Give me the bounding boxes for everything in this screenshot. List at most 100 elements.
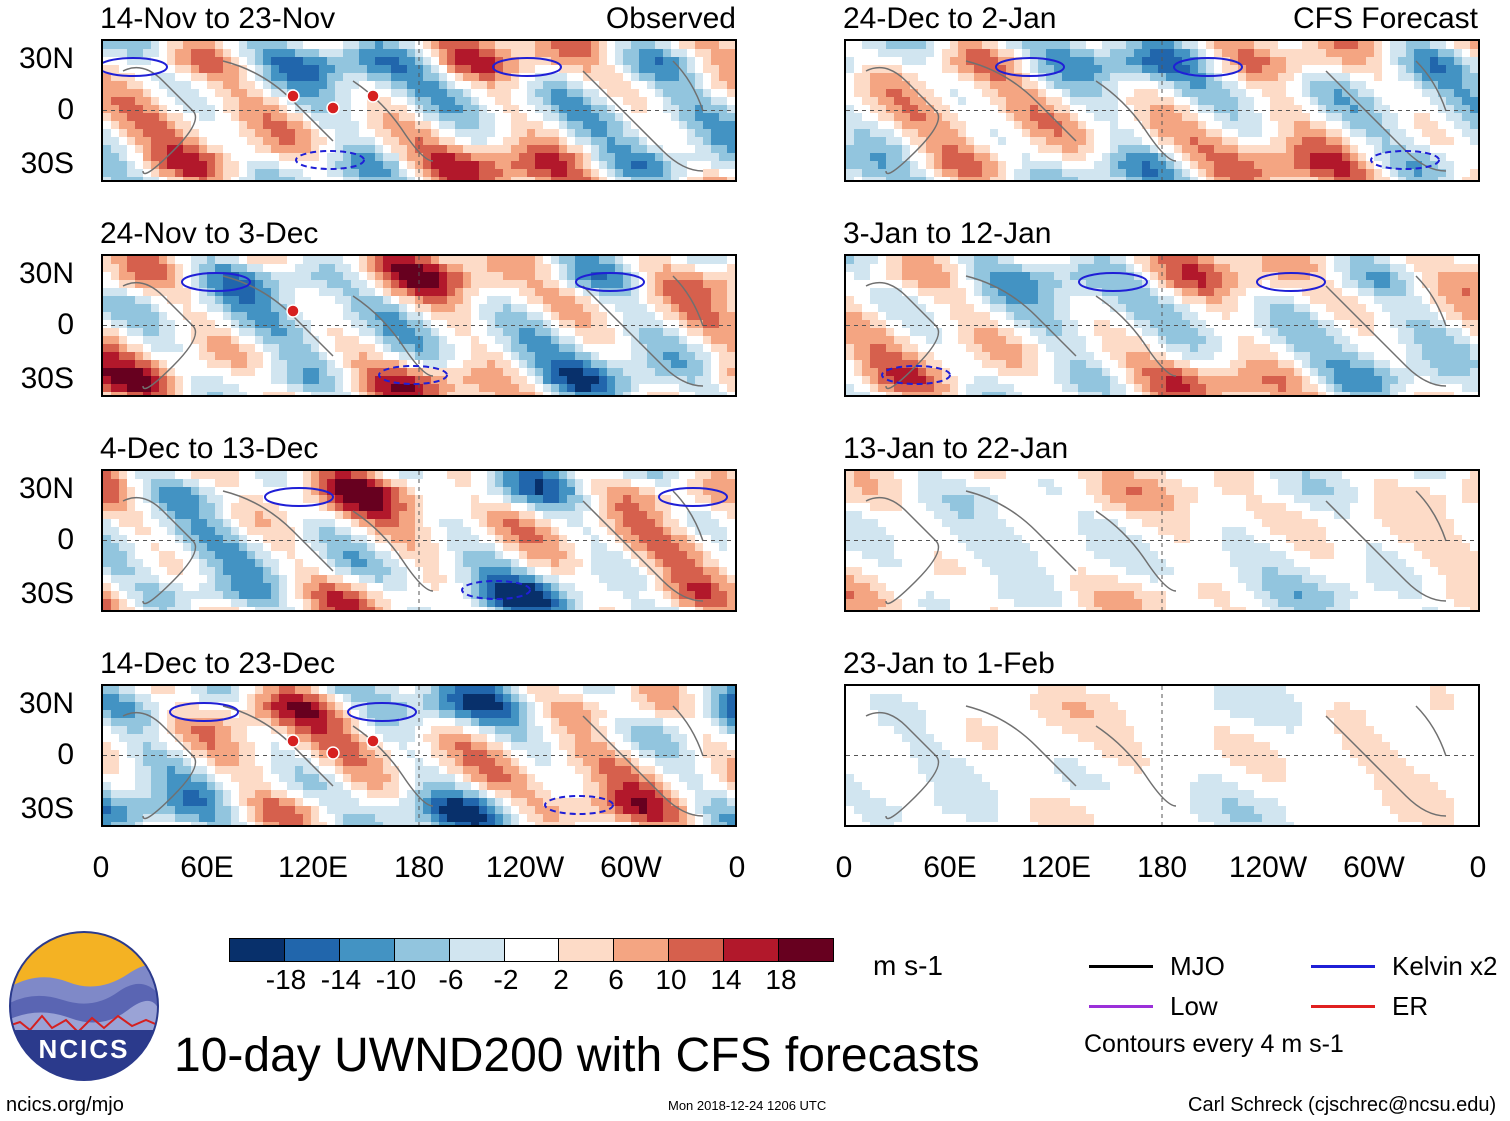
heatmap-4	[103, 686, 735, 825]
heatmap-cell	[503, 97, 511, 105]
heatmap-cell	[503, 742, 511, 750]
heatmap-cell	[503, 65, 511, 73]
heatmap-cell	[487, 89, 495, 97]
heatmap-cell	[351, 65, 359, 73]
heatmap-cell	[143, 591, 151, 599]
heatmap-cell	[399, 57, 407, 65]
heatmap-cell	[583, 567, 591, 575]
heatmap-cell	[439, 264, 447, 272]
heatmap-cell	[479, 368, 487, 376]
heatmap-cell	[463, 479, 471, 487]
heatmap-cell	[135, 177, 143, 180]
heatmap-cell	[359, 511, 367, 519]
heatmap-cell	[375, 686, 383, 694]
heatmap-cell	[527, 97, 535, 105]
heatmap-cell	[239, 607, 247, 610]
heatmap-cell	[207, 479, 215, 487]
heatmap-cell	[215, 344, 223, 352]
heatmap-cell	[383, 392, 391, 395]
heatmap-cell	[687, 694, 695, 702]
heatmap-cell	[343, 495, 351, 503]
heatmap-cell	[311, 336, 319, 344]
heatmap-cell	[511, 686, 519, 694]
heatmap-cell	[471, 527, 479, 535]
heatmap-cell	[607, 591, 615, 599]
heatmap-cell	[207, 81, 215, 89]
heatmap-cell	[247, 503, 255, 511]
heatmap-cell	[463, 583, 471, 591]
heatmap-cell	[663, 264, 671, 272]
heatmap-cell	[383, 360, 391, 368]
heatmap-cell	[423, 511, 431, 519]
heatmap-cell	[695, 551, 703, 559]
heatmap-cell	[583, 65, 591, 73]
heatmap-cell	[607, 551, 615, 559]
heatmap-cell	[175, 41, 183, 49]
heatmap-cell	[639, 479, 647, 487]
heatmap-cell	[319, 479, 327, 487]
heatmap-cell	[647, 352, 655, 360]
heatmap-cell	[495, 344, 503, 352]
heatmap-cell	[431, 392, 439, 395]
heatmap-cell	[159, 535, 167, 543]
heatmap-cell	[215, 479, 223, 487]
heatmap-cell	[631, 726, 639, 734]
heatmap-cell	[647, 97, 655, 105]
heatmap-cell	[407, 145, 415, 153]
heatmap-cell	[583, 702, 591, 710]
heatmap-cell	[303, 129, 311, 137]
heatmap-cell	[679, 575, 687, 583]
heatmap-cell	[327, 559, 335, 567]
heatmap-cell	[503, 161, 511, 169]
heatmap-cell	[311, 272, 319, 280]
heatmap-cell	[311, 519, 319, 527]
heatmap-cell	[223, 392, 231, 395]
heatmap-cell	[119, 607, 127, 610]
heatmap-cell	[367, 264, 375, 272]
heatmap-cell	[423, 312, 431, 320]
heatmap-cell	[671, 527, 679, 535]
heatmap-cell	[455, 264, 463, 272]
heatmap-cell	[455, 280, 463, 288]
heatmap-cell	[719, 368, 727, 376]
heatmap-cell	[135, 264, 143, 272]
heatmap-cell	[119, 503, 127, 511]
heatmap-cell	[239, 471, 247, 479]
heatmap-cell	[191, 57, 199, 65]
heatmap-cell	[447, 288, 455, 296]
heatmap-cell	[151, 264, 159, 272]
heatmap-cell	[631, 256, 639, 264]
heatmap-cell	[231, 495, 239, 503]
heatmap-cell	[655, 97, 663, 105]
heatmap-cell	[639, 256, 647, 264]
heatmap-cell	[247, 511, 255, 519]
heatmap-cell	[543, 177, 551, 180]
heatmap-cell	[679, 272, 687, 280]
heatmap-cell	[543, 559, 551, 567]
heatmap-cell	[503, 479, 511, 487]
heatmap-cell	[623, 479, 631, 487]
heatmap-cell	[239, 551, 247, 559]
heatmap-cell	[175, 57, 183, 65]
heatmap-cell	[399, 296, 407, 304]
heatmap-cell	[279, 559, 287, 567]
heatmap-cell	[383, 320, 391, 328]
heatmap-cell	[623, 121, 631, 129]
heatmap-cell	[439, 535, 447, 543]
heatmap-cell	[479, 73, 487, 81]
heatmap-cell	[679, 129, 687, 137]
heatmap-cell	[615, 710, 623, 718]
heatmap-cell	[183, 535, 191, 543]
heatmap-cell	[375, 280, 383, 288]
heatmap-cell	[519, 742, 527, 750]
coastline	[582, 70, 704, 172]
heatmap-cell	[135, 495, 143, 503]
heatmap-cell	[431, 384, 439, 392]
heatmap-cell	[111, 344, 119, 352]
heatmap-cell	[711, 336, 719, 344]
heatmap-cell	[287, 471, 295, 479]
heatmap-cell	[663, 591, 671, 599]
heatmap-cell	[127, 567, 135, 575]
heatmap-cell	[535, 511, 543, 519]
heatmap-cell	[127, 726, 135, 734]
